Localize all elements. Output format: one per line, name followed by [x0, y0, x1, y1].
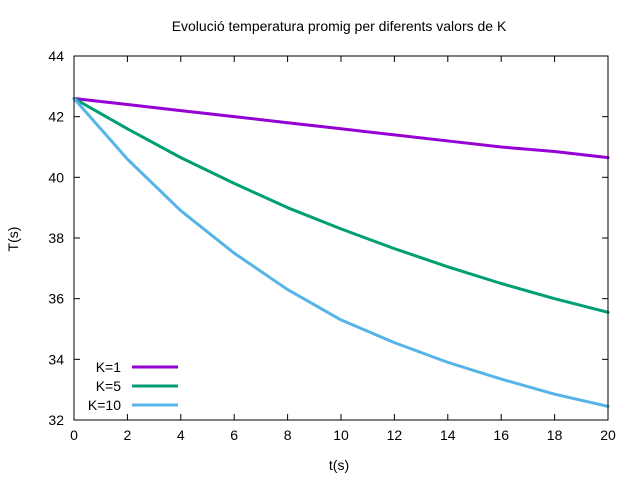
x-tick-label: 16: [493, 427, 509, 443]
legend-label-k10: K=10: [88, 397, 121, 413]
legend-label-k5: K=5: [96, 378, 122, 394]
x-axis-title: t(s): [329, 457, 349, 473]
series-line-k1: [72, 96, 610, 160]
x-tick-label: 10: [333, 427, 349, 443]
x-tick-label: 0: [70, 427, 78, 443]
y-tick-label: 38: [48, 230, 64, 246]
y-tick-label: 42: [48, 109, 64, 125]
x-tick-label: 4: [177, 427, 185, 443]
y-tick-label: 34: [48, 351, 64, 367]
y-tick-label: 36: [48, 291, 64, 307]
x-tick-label: 14: [440, 427, 456, 443]
series-line-k5: [72, 96, 610, 314]
x-tick-label: 20: [600, 427, 616, 443]
y-tick-label: 40: [48, 169, 64, 185]
y-axis-title: T(s): [5, 227, 21, 252]
series-line-k10: [72, 96, 610, 408]
series-layer: [72, 96, 610, 408]
y-tick-label: 32: [48, 412, 64, 428]
legend: K=1 K=5 K=10: [88, 359, 178, 413]
y-tick-label: 44: [48, 48, 64, 64]
legend-label-k1: K=1: [96, 359, 122, 375]
tick-layer: 0 2 4 6 8 10 12 14 16 18 20 32 34 36 38 40 42 44: [48, 48, 616, 443]
x-tick-label: 18: [547, 427, 563, 443]
x-tick-label: 2: [124, 427, 132, 443]
chart-title: Evolució temperatura promig per diferent…: [172, 18, 507, 34]
plot-frame: [73, 55, 609, 421]
x-tick-label: 8: [284, 427, 292, 443]
x-tick-label: 12: [387, 427, 403, 443]
x-tick-label: 6: [230, 427, 238, 443]
